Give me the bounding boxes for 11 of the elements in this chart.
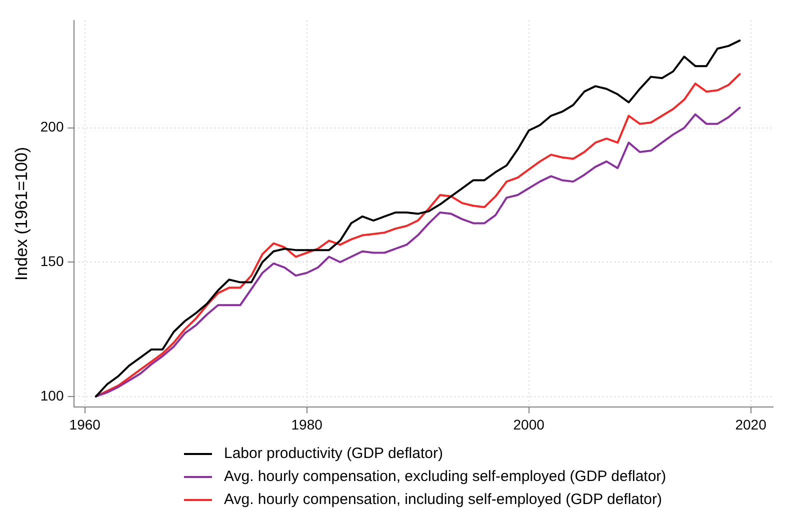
x-tick-label: 1960 [69,416,101,432]
y-tick-label: 100 [40,387,64,404]
legend-label: Avg. hourly compensation, excluding self-employed (GDP deflator) [224,467,666,487]
x-tick-label: 2000 [513,416,545,432]
y-tick-label: 200 [40,118,64,135]
x-tick-label: 2020 [735,416,767,432]
y-tick-label: 150 [40,253,64,270]
legend-label: Avg. hourly compensation, including self-employed (GDP deflator) [224,490,662,510]
legend-label: Labor productivity (GDP deflator) [224,444,443,464]
x-tick-label: 1980 [291,416,323,432]
y-axis-title: Index (1961=100) [12,146,31,281]
